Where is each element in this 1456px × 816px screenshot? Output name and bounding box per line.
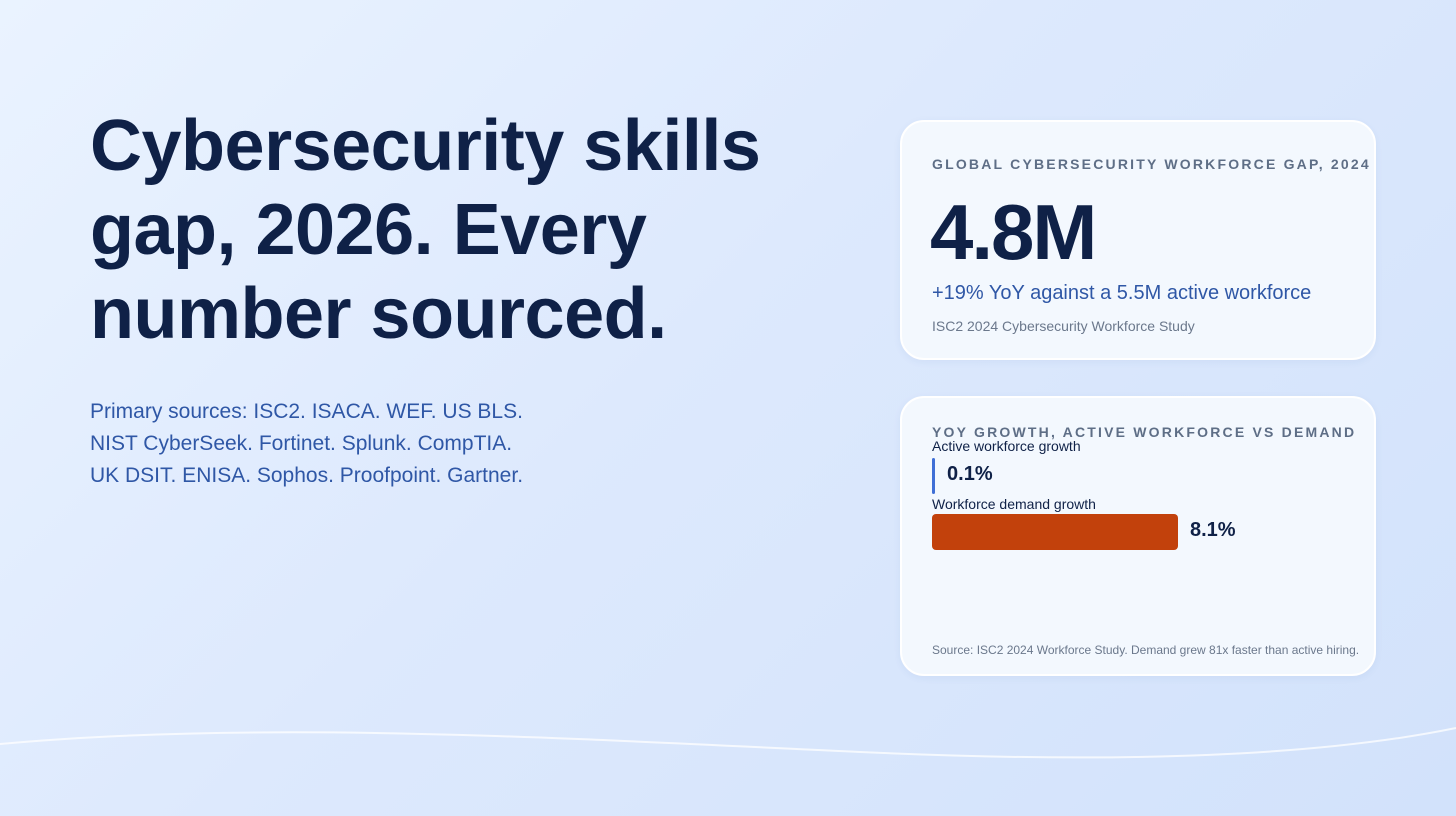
bar-value-workforce-demand: 8.1%	[1190, 519, 1236, 541]
primary-sources: Primary sources: ISC2. ISACA. WEF. US BL…	[90, 396, 650, 492]
growth-card-kicker: YOY GROWTH, ACTIVE WORKFORCE VS DEMAND	[932, 424, 1357, 440]
workforce-gap-card: GLOBAL CYBERSECURITY WORKFORCE GAP, 2024…	[900, 120, 1376, 360]
sources-line: Primary sources: ISC2. ISACA. WEF. US BL…	[90, 400, 523, 423]
bar-active-workforce	[932, 458, 936, 494]
sources-line: UK DSIT. ENISA. Sophos. Proofpoint. Gart…	[90, 464, 524, 487]
bar-workforce-demand	[932, 514, 1178, 550]
gap-card-kicker: GLOBAL CYBERSECURITY WORKFORCE GAP, 2024	[932, 156, 1371, 172]
growth-comparison-card: YOY GROWTH, ACTIVE WORKFORCE VS DEMAND A…	[900, 396, 1376, 676]
growth-card-footnote: Source: ISC2 2024 Workforce Study. Deman…	[932, 643, 1360, 657]
bar-value-active-workforce: 0.1%	[947, 463, 993, 485]
headline-line: Cybersecurity skills	[90, 106, 761, 186]
page-headline: Cybersecurity skills gap, 2026. Every nu…	[90, 104, 850, 356]
headline-line: number sourced.	[90, 274, 667, 354]
gap-value: 4.8M	[930, 188, 1097, 276]
gap-card-source: ISC2 2024 Cybersecurity Workforce Study	[932, 318, 1195, 334]
sources-line: NIST CyberSeek. Fortinet. Splunk. CompTI…	[90, 432, 513, 455]
headline-line: gap, 2026. Every	[90, 190, 647, 270]
bar-label-workforce-demand: Workforce demand growth	[932, 496, 1096, 512]
background-wave	[0, 727, 1456, 759]
gap-delta: +19% YoY against a 5.5M active workforce	[932, 282, 1312, 304]
bar-label-active-workforce: Active workforce growth	[932, 438, 1081, 454]
